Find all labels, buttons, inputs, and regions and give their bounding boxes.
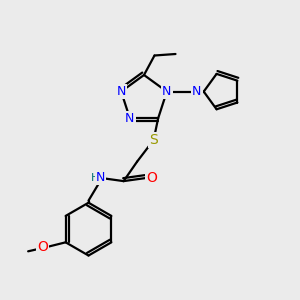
Text: S: S <box>149 133 158 147</box>
Text: N: N <box>125 112 135 125</box>
Text: N: N <box>116 85 126 98</box>
Text: O: O <box>37 240 48 254</box>
Text: N: N <box>96 171 105 184</box>
Text: N: N <box>192 85 202 98</box>
Text: N: N <box>162 85 172 98</box>
Text: O: O <box>146 171 157 185</box>
Text: H: H <box>91 173 100 183</box>
